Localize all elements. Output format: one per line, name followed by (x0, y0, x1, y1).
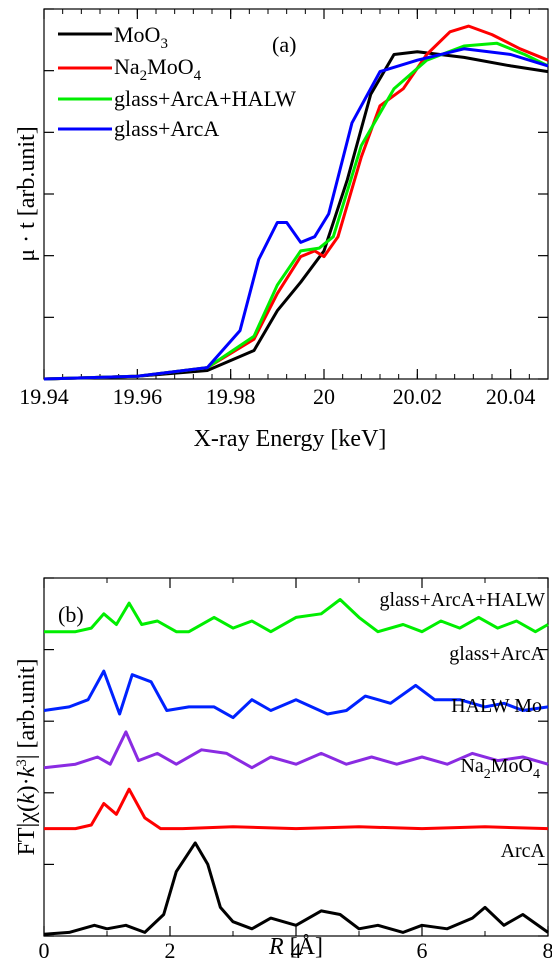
panel-a-series (43, 24, 549, 381)
panel-a-series-1-na2moo4 (43, 24, 549, 381)
curve-label-na2moo4: Na2MoO4 (460, 755, 540, 782)
panel-b-series-2-halw-mo (43, 730, 549, 770)
panel-b-label: (b) (58, 602, 84, 627)
curve-label-halw-mo: HALW Mo (451, 695, 542, 717)
panel-a-ticks: 19.94 19.96 19.98 20 20.02 20.04 (19, 8, 549, 409)
panel-a-series-0-moo3 (43, 50, 549, 381)
panel-b-x-axis-title: R [Å] (268, 934, 323, 960)
panel-a-series-3-glass-arca (43, 47, 549, 381)
panel-b-ft-exafs: 0 2 4 6 8 (b) glass+ArcA+HALW glass+ArcA HAL… (14, 577, 552, 960)
curve-label-glass-arca: glass+ArcA (449, 643, 545, 665)
panel-b-xtick-label-1: 2 (165, 938, 176, 960)
panel-a-xtick-label-2: 19.98 (206, 384, 256, 409)
panel-b-series (43, 598, 549, 936)
panel-b-xtick-label-0: 0 (39, 938, 50, 960)
legend-label-moo3: MoO3 (114, 22, 168, 52)
panel-b-series-3-na2moo4 (44, 787, 549, 831)
panel-a-xtick-label-1: 19.96 (113, 384, 163, 409)
panel-b-series-4-arca (43, 841, 549, 936)
legend-label-na2moo4: Na2MoO4 (114, 54, 202, 84)
panel-a-series-2-glass-arca-halw (43, 41, 549, 381)
panel-b-series-1-glass-arca (43, 669, 549, 720)
legend-label-glass-arca: glass+ArcA (114, 116, 219, 141)
panel-b-y-axis-title: FT|χ(k)·k3| [arb.unit] (14, 658, 40, 855)
panel-b-ticks: 0 2 4 6 8 (39, 577, 552, 960)
panel-b-series-0-glass-arca-halw (44, 598, 549, 634)
panel-a-xtick-label-0: 19.94 (19, 384, 69, 409)
panel-a-xanes: 19.94 19.96 19.98 20 20.02 20.04 (a) MoO3 Na2… (14, 8, 549, 452)
panel-a-xtick-label-4: 20.02 (393, 384, 443, 409)
panel-b-xtick-label-2: 4 (291, 938, 302, 960)
curve-label-arca: ArcA (501, 840, 546, 862)
panel-a-legend: MoO3 Na2MoO4 glass+ArcA+HALW glass+ArcA (58, 22, 296, 141)
panel-a-xtick-label-3: 20 (313, 384, 335, 409)
panel-a-x-axis-title: X-ray Energy [keV] (194, 426, 387, 452)
panel-a-label: (a) (272, 32, 296, 57)
panel-b-xtick-label-4: 8 (543, 938, 552, 960)
panel-a-y-axis-title: μ · t [arb.unit] (14, 126, 40, 262)
legend-label-glass-arca-halw: glass+ArcA+HALW (114, 86, 296, 111)
panel-a-xtick-label-5: 20.04 (486, 384, 536, 409)
panel-b-xtick-label-3: 6 (417, 938, 428, 960)
curve-label-glass-arca-halw: glass+ArcA+HALW (380, 589, 546, 611)
